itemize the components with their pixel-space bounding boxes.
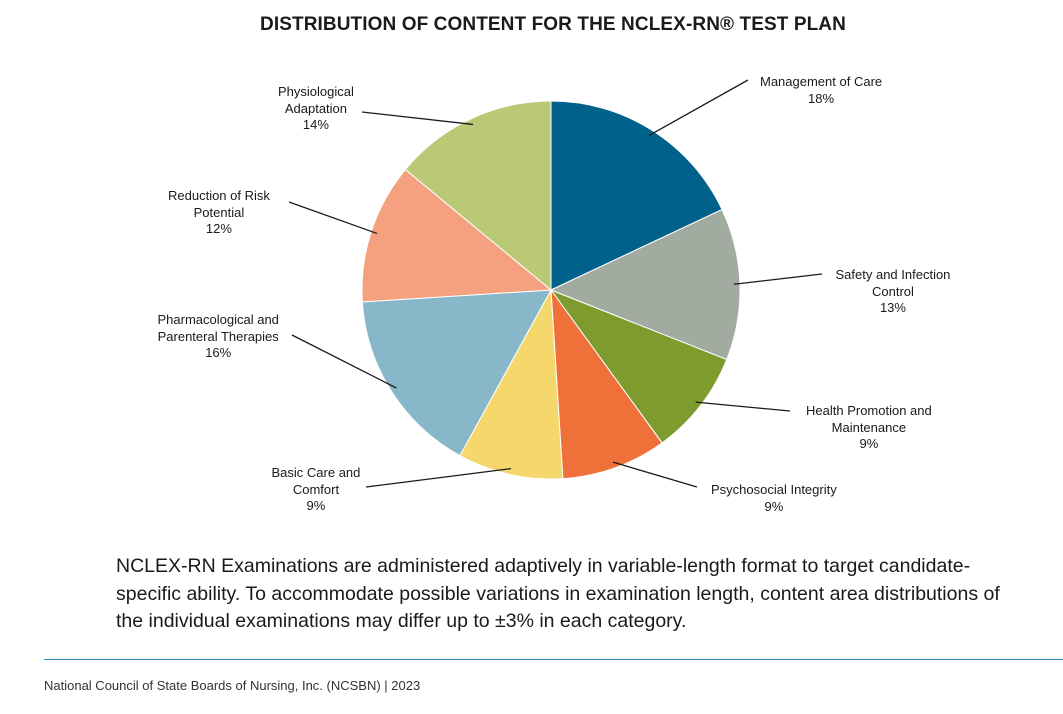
slice-label-2: Safety and Infection Control 13% [836,267,951,317]
pie-slice-5 [459,288,564,480]
pie-slice-3 [549,288,728,444]
slice-label-line: Physiological [278,84,354,99]
slice-label-line: Safety and Infection [835,267,951,282]
slice-label-line: Potential [193,204,245,220]
leader-line-2 [733,273,823,285]
slice-value-label: 12% [205,221,232,236]
leader-line-3 [695,401,791,412]
test-plan-note: NCLEX-RN Examinations are administered a… [116,555,1000,632]
slice-value-label: 13% [879,300,906,315]
slice-label-line: Reduction of Risk [168,188,270,203]
footer-credit: National Council of State Boards of Nurs… [44,678,421,693]
pie-slice-4 [550,288,663,480]
slice-value-label: 18% [808,90,835,106]
leader-line-4 [612,461,698,488]
slice-label-line: Maintenance [831,419,907,435]
slice-label-line: Parenteral Therapies [157,328,279,344]
slice-label-7: Reduction of Risk Potential 12% [168,188,270,238]
slice-label-6: Pharmacological and Parenteral Therapies 1… [158,312,279,362]
slice-label-line: Psychosocial Integrity [711,482,837,497]
slice-label-line: Basic Care and [271,465,361,480]
leader-line-5 [365,467,512,488]
slice-label-line: Management of Care [760,74,883,89]
chart-title: DISTRIBUTION OF CONTENT FOR THE NCLEX-RN… [260,14,846,35]
slice-value-label: 14% [302,117,329,132]
slice-label-line: Comfort [292,481,340,497]
footer-divider [44,659,1063,660]
leader-line-7 [288,201,378,235]
slice-label-5: Basic Care and Comfort 9% [272,465,361,515]
slice-label-line: Pharmacological and [157,312,279,327]
slice-label-3: Health Promotion and Maintenance 9% [806,403,932,453]
slice-label-line: Adaptation [284,100,348,116]
slice-label-line: Control [872,283,914,299]
leader-line-6 [291,334,397,389]
slice-value-label: 9% [764,498,784,514]
leader-line-1 [648,79,749,137]
slice-value-label: 9% [859,436,879,451]
slice-label-line: Health Promotion and [806,403,932,418]
slice-value-label: 9% [306,498,326,513]
pie-slice-6 [361,289,552,457]
slice-label-4: Psychosocial Integrity 9% [711,482,837,515]
slice-value-label: 16% [205,345,232,360]
pie-slice-1 [550,100,723,291]
slice-label-1: Management of Care 18% [760,74,882,107]
slice-label-8: Physiological Adaptation 14% [278,84,354,134]
pie-slice-8 [404,100,552,292]
leader-line-8 [361,111,474,126]
